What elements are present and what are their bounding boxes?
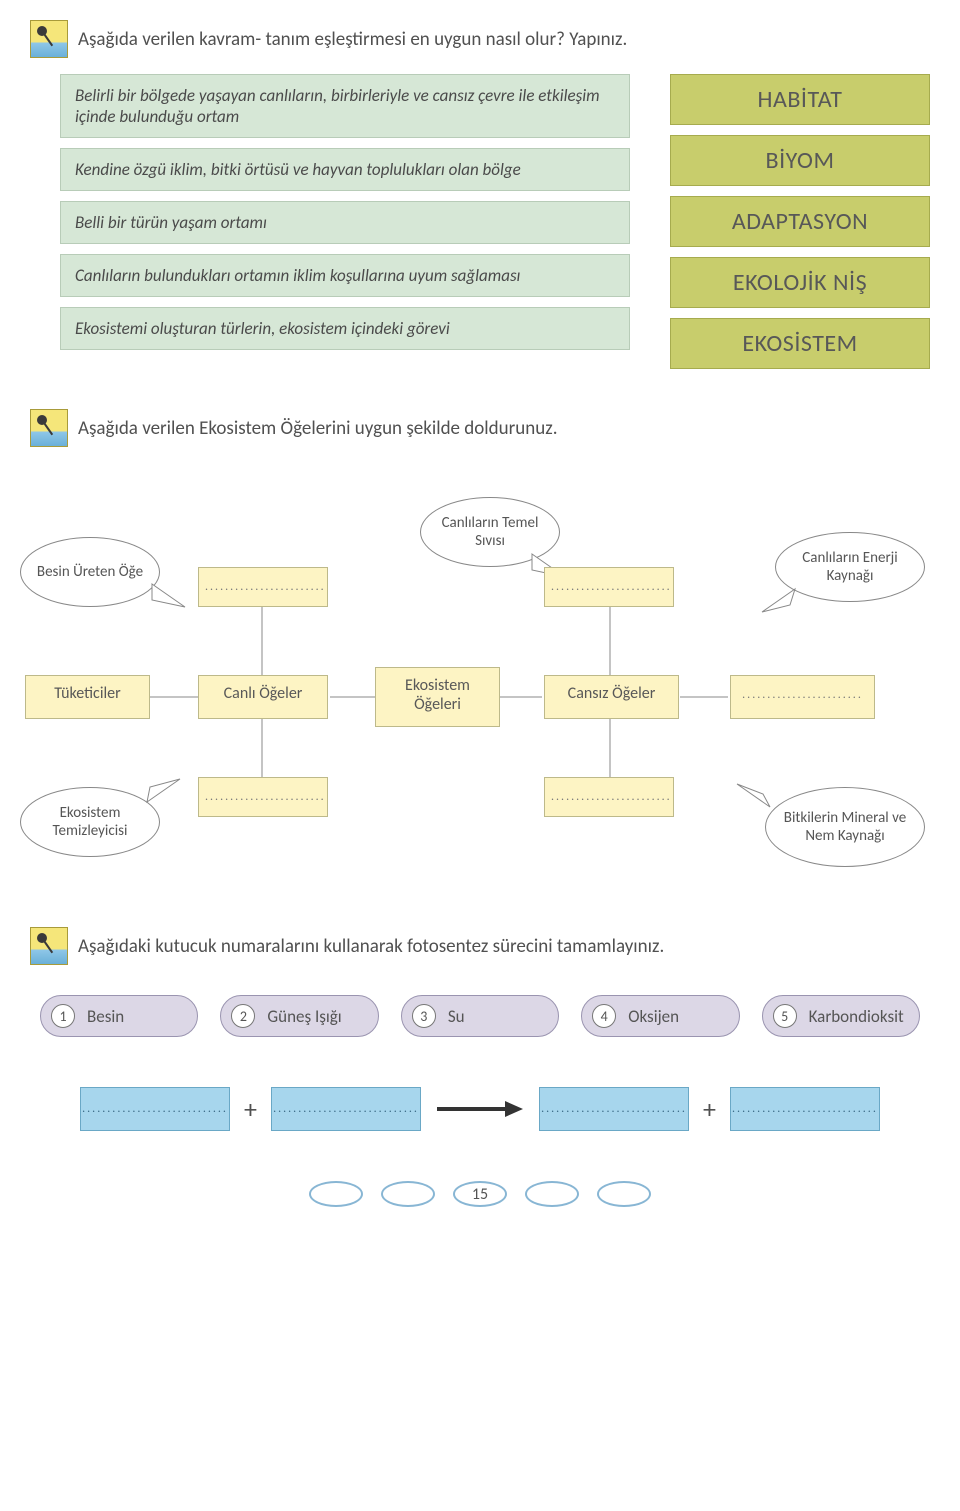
definition-box: Belli bir türün yaşam ortamı	[60, 201, 630, 244]
definition-box: Belirli bir bölgede yaşayan canlıların, …	[60, 74, 630, 138]
equation-row: ............................. + ........…	[30, 1087, 930, 1131]
bubble-label: Bitkilerin Mineral ve Nem Kaynağı	[770, 809, 920, 845]
bubble-label: Besin Üreten Öğe	[37, 563, 143, 581]
section3-title: Aşağıdaki kutucuk numaralarını kullanara…	[78, 935, 664, 958]
pill-label: Su	[448, 1006, 465, 1027]
decor-oval	[525, 1181, 579, 1207]
dots: ........................	[205, 580, 326, 594]
term-box: HABİTAT	[670, 74, 930, 125]
section3-header: Aşağıdaki kutucuk numaralarını kullanara…	[30, 927, 930, 965]
dots: .............................	[82, 1102, 228, 1116]
eq-blank[interactable]: .............................	[539, 1087, 689, 1131]
section1-title: Aşağıda verilen kavram- tanım eşleştirme…	[78, 28, 627, 51]
plus-sign: +	[244, 1093, 257, 1125]
blank-node[interactable]: ........................	[198, 777, 328, 817]
decor-oval	[381, 1181, 435, 1207]
node-canli: Canlı Öğeler	[198, 675, 328, 719]
pill-label: Besin	[87, 1006, 124, 1027]
pill-number: 2	[231, 1004, 255, 1028]
bubble-tail	[760, 587, 800, 617]
dots: ........................	[551, 790, 672, 804]
term-box: EKOLOJİK NİŞ	[670, 257, 930, 308]
plus-sign: +	[703, 1093, 716, 1125]
dots: .............................	[732, 1102, 878, 1116]
eq-blank[interactable]: .............................	[80, 1087, 230, 1131]
bubble-mineral: Bitkilerin Mineral ve Nem Kaynağı	[765, 787, 925, 867]
eq-blank[interactable]: .............................	[271, 1087, 421, 1131]
node-cansiz: Cansız Öğeler	[544, 675, 679, 719]
dots: ........................	[742, 688, 863, 702]
pill-number: 4	[592, 1004, 616, 1028]
pill-number: 5	[773, 1004, 797, 1028]
dots: .............................	[273, 1102, 419, 1116]
page-number: 15	[453, 1181, 507, 1207]
node-tuketici: Tüketiciler	[25, 675, 150, 719]
pill-label: Güneş Işığı	[267, 1006, 341, 1027]
matching-area: Belirli bir bölgede yaşayan canlıların, …	[30, 74, 930, 369]
pill-item: 1 Besin	[40, 995, 198, 1037]
pill-item: 2 Güneş Işığı	[220, 995, 378, 1037]
eq-blank[interactable]: .............................	[730, 1087, 880, 1131]
bubble-tail	[145, 777, 185, 807]
pill-number: 1	[51, 1004, 75, 1028]
term-box: EKOSİSTEM	[670, 318, 930, 369]
pill-label: Karbondioksit	[809, 1006, 904, 1027]
node-merkez: Ekosistem Öğeleri	[375, 667, 500, 727]
footer-ovals: 15	[30, 1181, 930, 1207]
pill-number: 3	[412, 1004, 436, 1028]
bubble-label: Canlıların Temel Sıvısı	[425, 514, 555, 550]
definition-box: Kendine özgü iklim, bitki örtüsü ve hayv…	[60, 148, 630, 191]
dots: .............................	[541, 1102, 687, 1116]
terms-column: HABİTAT BİYOM ADAPTASYON EKOLOJİK NİŞ EK…	[670, 74, 930, 369]
blank-node[interactable]: ........................	[730, 675, 875, 719]
blank-node[interactable]: ........................	[544, 777, 674, 817]
pill-item: 3 Su	[401, 995, 559, 1037]
blank-node[interactable]: ........................	[544, 567, 674, 607]
fisher-icon	[30, 20, 68, 58]
pill-row: 1 Besin 2 Güneş Işığı 3 Su 4 Oksijen 5 K…	[30, 995, 930, 1037]
bubble-tail	[150, 582, 190, 612]
bubble-label: Ekosistem Temizleyicisi	[25, 804, 155, 840]
decor-oval	[309, 1181, 363, 1207]
section2-title: Aşağıda verilen Ekosistem Öğelerini uygu…	[78, 417, 558, 440]
pill-label: Oksijen	[628, 1006, 679, 1027]
bubble-tail	[735, 782, 775, 812]
bubble-label: Canlıların Enerji Kaynağı	[780, 549, 920, 585]
bubble-besin: Besin Üreten Öğe	[20, 537, 160, 607]
dots: ........................	[551, 580, 672, 594]
arrow-icon	[435, 1099, 525, 1119]
decor-oval	[597, 1181, 651, 1207]
ecosystem-diagram: Besin Üreten Öğe Canlıların Temel Sıvısı…	[30, 467, 930, 927]
section2-header: Aşağıda verilen Ekosistem Öğelerini uygu…	[30, 409, 930, 447]
blank-node[interactable]: ........................	[198, 567, 328, 607]
dots: ........................	[205, 790, 326, 804]
fisher-icon	[30, 927, 68, 965]
definition-box: Canlıların bulundukları ortamın iklim ko…	[60, 254, 630, 297]
pill-item: 4 Oksijen	[581, 995, 739, 1037]
definition-box: Ekosistemi oluşturan türlerin, ekosistem…	[60, 307, 630, 350]
definitions-column: Belirli bir bölgede yaşayan canlıların, …	[60, 74, 630, 369]
section1-header: Aşağıda verilen kavram- tanım eşleştirme…	[30, 20, 930, 58]
pill-item: 5 Karbondioksit	[762, 995, 920, 1037]
term-box: ADAPTASYON	[670, 196, 930, 247]
fisher-icon	[30, 409, 68, 447]
term-box: BİYOM	[670, 135, 930, 186]
bubble-temiz: Ekosistem Temizleyicisi	[20, 787, 160, 857]
